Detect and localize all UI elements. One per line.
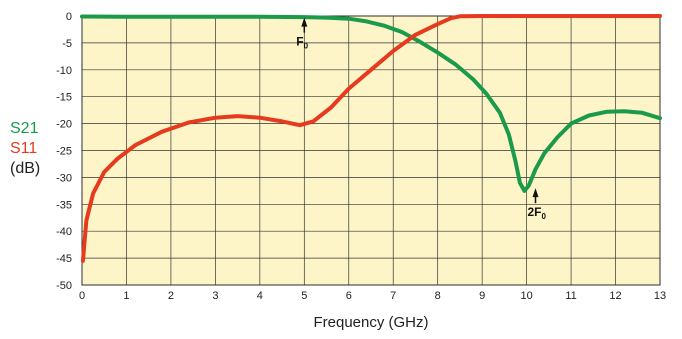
x-tick-labels: 0 1 2 3 4 5 6 7 8 9 10 11 12 13 (79, 290, 666, 302)
y-label-line: (dB) (10, 160, 40, 177)
x-tick-label: 3 (212, 290, 218, 302)
y-tick-label: -35 (56, 199, 72, 211)
x-tick-label: 10 (520, 290, 532, 302)
x-tick-label: 5 (301, 290, 307, 302)
x-tick-label: 2 (168, 290, 174, 302)
y-tick-label: -10 (56, 65, 72, 77)
x-tick-label: 0 (79, 290, 85, 302)
y-tick-label: -50 (56, 280, 72, 292)
y-label-line: S21 (10, 120, 39, 137)
x-tick-label: 4 (257, 290, 263, 302)
y-label-line: S11 (10, 140, 37, 157)
y-tick-label: -40 (56, 226, 72, 238)
y-tick-label: 0 (66, 11, 72, 23)
annotation-subscript: 0 (542, 212, 547, 221)
y-tick-label: -20 (56, 119, 72, 131)
x-tick-label: 9 (479, 290, 485, 302)
x-tick-label: 7 (390, 290, 396, 302)
series-lines (80, 14, 662, 263)
grid-lines (81, 15, 661, 286)
y-axis-label: S21 S11 (dB) (10, 120, 40, 177)
y-tick-label: -5 (62, 38, 72, 50)
x-tick-label: 6 (346, 290, 352, 302)
x-axis-label: Frequency (GHz) (313, 314, 428, 331)
arrow-up-icon (532, 188, 539, 198)
x-tick-label: 13 (654, 290, 666, 302)
y-tick-label: -45 (56, 253, 72, 265)
arrow-up-icon (301, 17, 308, 27)
annotation-subscript: 0 (304, 42, 309, 51)
x-tick-label: 8 (435, 290, 441, 302)
series-line-s21 (80, 14, 662, 193)
x-tick-label: 11 (565, 290, 576, 302)
series-line-s11 (80, 14, 662, 263)
y-tick-label: -30 (56, 172, 72, 184)
x-tick-label: 1 (123, 290, 129, 302)
y-tick-labels: 0 -5 -10 -15 -20 -25 -30 -35 -40 -45 -50 (56, 11, 72, 292)
y-tick-label: -25 (56, 146, 72, 158)
y-tick-label: -15 (56, 92, 72, 104)
x-tick-label: 12 (609, 290, 621, 302)
